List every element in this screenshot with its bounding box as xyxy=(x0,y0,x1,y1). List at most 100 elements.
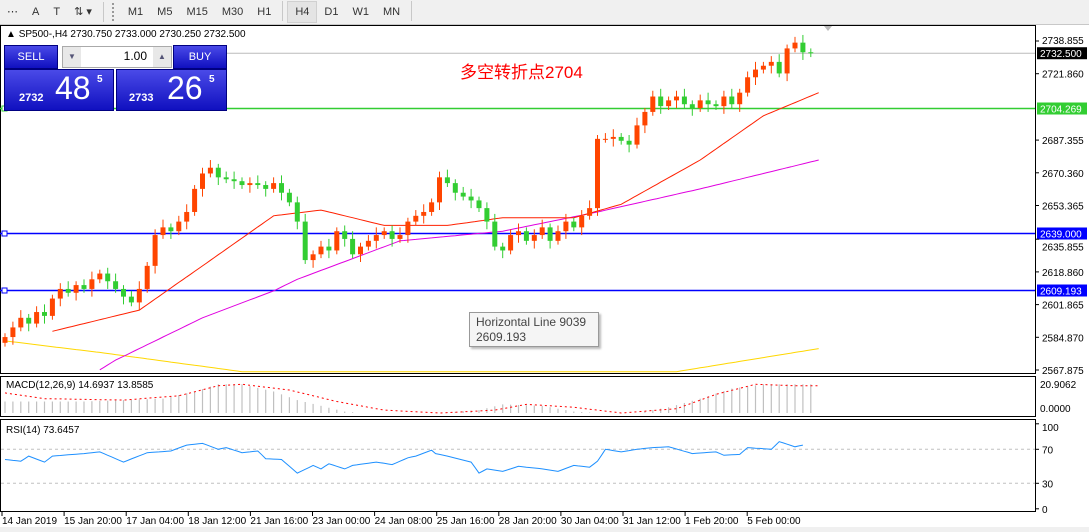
text-label-tool-button[interactable]: T xyxy=(53,6,61,18)
timeframe-d1[interactable]: D1 xyxy=(324,6,339,18)
candle-body xyxy=(97,273,103,280)
lot-value[interactable]: 1.00 xyxy=(123,49,147,63)
lot-size-input[interactable]: ▼ 1.00 ▲ xyxy=(62,46,172,68)
candle-body xyxy=(49,298,55,316)
text-tool-button[interactable]: A xyxy=(32,6,40,18)
toolbar-grip[interactable] xyxy=(111,3,117,21)
time-axis-label: 1 Feb 20:00 xyxy=(685,516,739,527)
sell-price-button[interactable]: 2732 48 5 xyxy=(4,69,114,111)
candle-body xyxy=(168,227,174,232)
line-handle xyxy=(1,287,8,294)
buy-price-button[interactable]: 2733 26 5 xyxy=(116,69,227,111)
chart-header: ▲ SP500-,H4 2730.750 2733.000 2730.250 2… xyxy=(6,29,246,40)
candle-body xyxy=(634,125,640,145)
sell-button[interactable]: SELL xyxy=(4,45,58,69)
current-price-bg xyxy=(1037,47,1087,60)
grid-tool-icon[interactable]: ⋯ xyxy=(7,6,18,18)
timeframe-m30[interactable]: M30 xyxy=(221,6,244,18)
rsi-axis-label: 100 xyxy=(1042,423,1059,434)
annotation-text[interactable]: 多空转折点2704 xyxy=(460,63,583,82)
buy-button[interactable]: BUY xyxy=(173,45,227,69)
candle-body xyxy=(579,215,585,228)
rsi-axis-label: 0 xyxy=(1042,505,1048,516)
price-axis-label: 2653.365 xyxy=(1042,202,1084,213)
rsi-axis-label: 30 xyxy=(1042,479,1054,490)
candle-body xyxy=(484,208,490,222)
candle-body xyxy=(721,96,727,107)
sell-price-pips: 48 xyxy=(55,70,91,106)
time-axis-label: 23 Jan 00:00 xyxy=(313,516,371,527)
candle-body xyxy=(263,185,269,189)
sell-price-prefix: 2732 xyxy=(19,92,44,104)
candle-body xyxy=(160,227,166,236)
time-axis-label: 24 Jan 08:00 xyxy=(375,516,433,527)
candle-body xyxy=(713,104,719,107)
status-strip xyxy=(0,527,1089,532)
candle-body xyxy=(476,200,482,209)
time-axis-label: 17 Jan 04:00 xyxy=(126,516,184,527)
divider xyxy=(282,1,284,21)
candle-body xyxy=(144,265,150,289)
candle-body xyxy=(239,181,245,186)
candle-body xyxy=(365,240,371,247)
candle-body xyxy=(113,281,119,289)
main-chart-frame xyxy=(0,25,1036,374)
candle-body xyxy=(642,111,648,126)
time-axis-label: 21 Jan 16:00 xyxy=(250,516,308,527)
time-axis-label: 5 Feb 00:00 xyxy=(747,516,801,527)
price-axis-label: 2567.875 xyxy=(1042,366,1084,377)
price-axis-label: 2738.855 xyxy=(1042,36,1084,47)
candle-body xyxy=(650,96,656,112)
hline-tooltip: Horizontal Line 9039 2609.193 xyxy=(469,312,599,347)
candle-body xyxy=(81,285,87,289)
time-axis-label: 28 Jan 20:00 xyxy=(499,516,557,527)
candle-body xyxy=(808,52,814,54)
tooltip-title: Horizontal Line 9039 xyxy=(476,315,587,329)
candle-body xyxy=(223,177,229,180)
candle-body xyxy=(326,246,332,251)
candle-body xyxy=(373,235,379,241)
timeframe-h1[interactable]: H1 xyxy=(257,6,272,18)
lot-increase-button[interactable]: ▲ xyxy=(153,47,171,67)
candle-body xyxy=(745,77,751,93)
candle-body xyxy=(555,231,561,241)
hline-price-label: 2609.193 xyxy=(1040,287,1082,298)
candle-body xyxy=(760,65,766,70)
arrows-tool-icon[interactable]: ⇅ ▾ xyxy=(74,6,92,18)
candle-body xyxy=(681,96,687,105)
time-axis-label: 31 Jan 12:00 xyxy=(623,516,681,527)
candle-body xyxy=(460,192,466,197)
price-axis-label: 2601.865 xyxy=(1042,301,1084,312)
rsi-line xyxy=(4,441,804,474)
divider xyxy=(411,1,413,21)
mid-ma-line xyxy=(99,159,819,371)
candle-body xyxy=(192,188,198,212)
candle-body xyxy=(413,215,419,222)
timeframe-w1[interactable]: W1 xyxy=(352,6,369,18)
lot-decrease-button[interactable]: ▼ xyxy=(63,47,81,67)
timeframe-m15[interactable]: M15 xyxy=(186,6,208,18)
candle-body xyxy=(10,327,16,338)
timeframe-m1[interactable]: M1 xyxy=(127,6,144,18)
timeframe-h4[interactable]: H4 xyxy=(287,1,318,23)
candle-body xyxy=(207,167,213,174)
buy-price-pips: 26 xyxy=(167,70,203,106)
timeframe-m5[interactable]: M5 xyxy=(157,6,173,18)
candle-body xyxy=(286,192,292,203)
timeframe-mn[interactable]: MN xyxy=(382,6,401,18)
candle-body xyxy=(231,179,237,182)
price-axis-label: 2687.355 xyxy=(1042,136,1084,147)
candle-body xyxy=(302,221,308,261)
candle-body xyxy=(697,100,703,109)
candle-body xyxy=(571,221,577,228)
candle-body xyxy=(523,231,529,241)
rsi-label: RSI(14) 73.6457 xyxy=(6,425,80,436)
price-axis-label: 2670.360 xyxy=(1042,169,1084,180)
candle-body xyxy=(184,211,190,222)
candle-body xyxy=(26,317,32,324)
candle-body xyxy=(152,235,158,266)
candle-body xyxy=(737,92,743,105)
candle-body xyxy=(500,246,506,251)
candle-body xyxy=(508,235,514,251)
